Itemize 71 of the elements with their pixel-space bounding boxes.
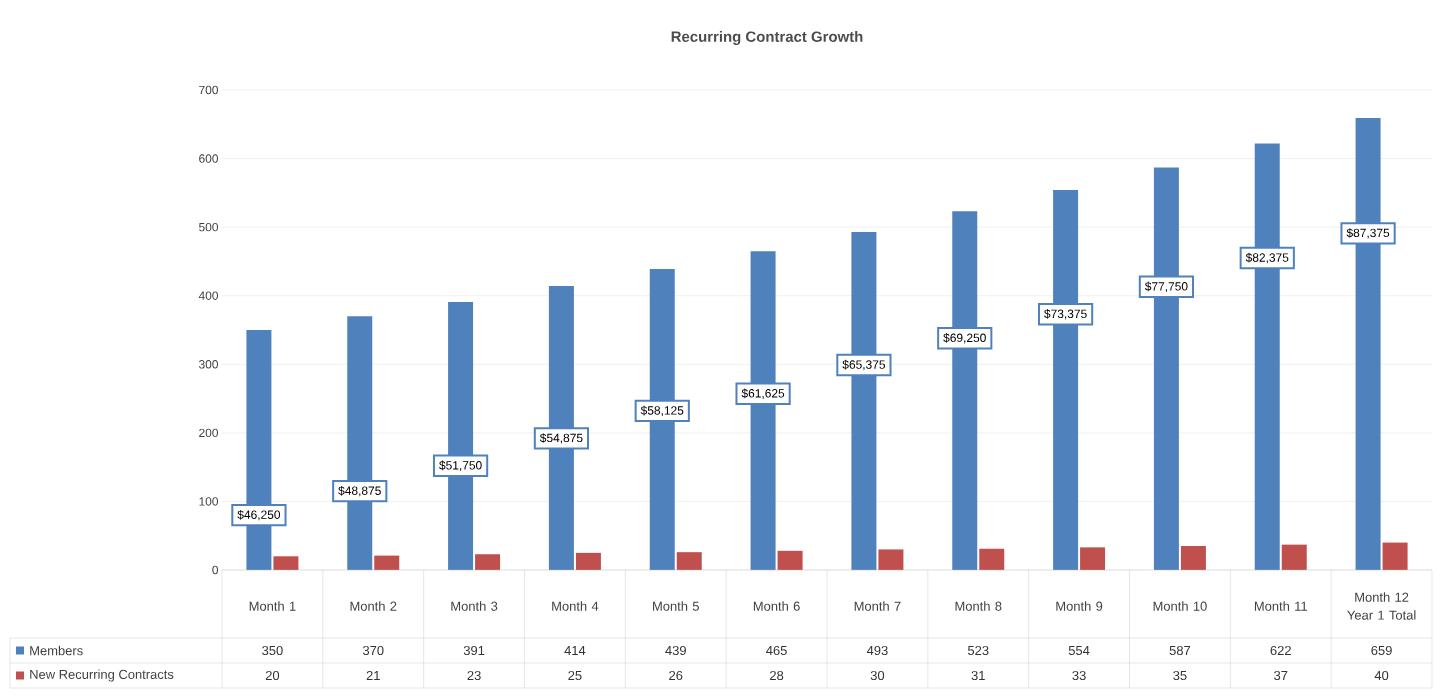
- data-label: 587: [1169, 645, 1191, 656]
- legend-label: Members: [30, 645, 83, 656]
- data-label: 31: [971, 670, 985, 681]
- x-tick-label: Month 7: [854, 601, 901, 611]
- bar: [1382, 542, 1408, 570]
- x-tick-label: Month 4: [552, 601, 599, 611]
- data-label: 659: [1371, 645, 1392, 656]
- x-tick-label: Month 5: [653, 601, 699, 611]
- annotation: $48,875: [338, 485, 381, 497]
- x-tick-label: Month 9: [1056, 601, 1103, 611]
- legend-label: New Recurring Contracts: [30, 669, 174, 682]
- data-label: 26: [669, 670, 683, 681]
- bar: [273, 556, 299, 570]
- data-label: 554: [1068, 645, 1090, 656]
- data-label: 350: [262, 645, 283, 656]
- annotation: $51,750: [439, 460, 482, 471]
- y-tick-label: 600: [199, 154, 219, 163]
- x-tick-label: Month 12 Year 1 Total: [1347, 592, 1416, 620]
- data-label: 493: [866, 645, 888, 656]
- annotation: $61,625: [741, 388, 785, 399]
- bar: [1180, 546, 1206, 570]
- y-tick-label: 100: [199, 497, 219, 506]
- x-tick-label: Month 3: [451, 601, 498, 611]
- annotation: $87,375: [1346, 228, 1390, 239]
- annotation: $58,125: [640, 405, 684, 417]
- data-label: 28: [770, 670, 784, 681]
- bar: [374, 555, 400, 570]
- data-label: 25: [568, 670, 582, 681]
- y-tick-label: 500: [199, 222, 219, 232]
- annotation: $73,375: [1044, 309, 1087, 320]
- data-label: 523: [967, 645, 989, 656]
- bar: [1281, 544, 1307, 570]
- bar: [676, 552, 702, 570]
- data-label: 35: [1173, 670, 1187, 681]
- annotation: $54,875: [539, 433, 583, 444]
- y-tick-label: 200: [199, 428, 219, 438]
- bar: [1080, 547, 1106, 570]
- bar: [575, 552, 601, 570]
- y-tick-label: 700: [199, 85, 219, 95]
- annotation: $65,375: [842, 359, 886, 371]
- chart-title: Recurring Contract Growth: [671, 30, 863, 45]
- data-label: 439: [665, 645, 686, 656]
- y-tick-label: 400: [198, 291, 219, 300]
- annotation: $69,250: [943, 333, 986, 344]
- y-tick-label: 300: [198, 360, 219, 369]
- bar: [878, 549, 904, 570]
- annotation: $82,375: [1245, 252, 1289, 264]
- x-tick-label: Month 1: [249, 601, 296, 611]
- data-label: 40: [1374, 670, 1389, 681]
- x-tick-label: Month 11: [1254, 601, 1308, 611]
- x-tick-label: Month 8: [955, 601, 1002, 611]
- annotation: $77,750: [1144, 281, 1188, 292]
- data-label: 391: [463, 645, 485, 656]
- bar: [979, 548, 1005, 570]
- data-label: 465: [766, 645, 787, 656]
- data-label: 23: [467, 670, 481, 681]
- data-label: 414: [564, 646, 586, 655]
- data-label: 622: [1270, 645, 1291, 656]
- data-label: 20: [265, 670, 280, 681]
- bar: [475, 554, 501, 570]
- y-tick-label: 0: [212, 565, 219, 575]
- x-tick-label: Month 6: [753, 601, 800, 611]
- data-label: 30: [870, 670, 885, 681]
- data-label: 33: [1072, 670, 1086, 681]
- x-tick-label: Month 2: [350, 601, 397, 611]
- data-label: 37: [1274, 670, 1288, 681]
- data-label: 21: [366, 670, 380, 681]
- x-tick-label: Month 10: [1153, 601, 1207, 611]
- annotation: $46,250: [237, 509, 281, 521]
- bar: [777, 550, 803, 570]
- data-label: 370: [362, 645, 384, 656]
